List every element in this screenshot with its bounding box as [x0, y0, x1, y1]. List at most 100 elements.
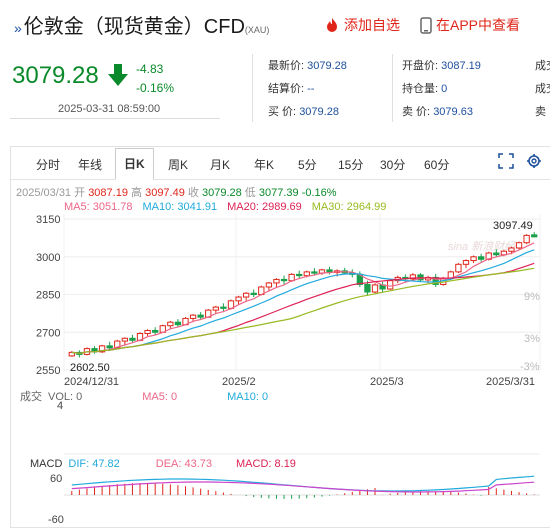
candle-body	[493, 252, 500, 256]
change-percent: -0.16%	[136, 81, 175, 95]
y-tick-label: 2850	[36, 290, 60, 302]
kline-info-row: 2025/03/31 开 3087.19 高 3097.49 收 3079.28…	[16, 187, 337, 199]
candle-body	[265, 282, 273, 288]
phone-icon	[420, 16, 432, 34]
instrument-symbol: (XAU)	[244, 25, 270, 35]
candle-body	[515, 242, 523, 249]
volume-legend-row: 成交 VOL: 0 MA5: 0 MA10: 0	[20, 391, 269, 403]
quote-field-bid: 买 价: 3079.28	[268, 106, 339, 118]
y-tick-label: 3000	[36, 252, 60, 264]
ma20-label: MA20: 2989.69	[227, 201, 302, 213]
candle-body	[409, 274, 417, 280]
candle-body	[98, 345, 106, 353]
quote-field-open: 开盘价: 3087.19	[402, 60, 481, 72]
candle-body	[242, 292, 250, 298]
macd-legend-row: MACD DIF: 47.82 DEA: 43.73 MACD: 8.19	[30, 458, 296, 470]
tab-4[interactable]: 月K	[210, 158, 231, 172]
candle-body	[152, 329, 159, 333]
divider	[10, 118, 220, 119]
candle-body	[303, 271, 310, 277]
settings-icon[interactable]	[526, 153, 542, 174]
min-price-label: 2602.50	[70, 362, 110, 374]
candle-body	[106, 345, 113, 349]
tab-6[interactable]: 5分	[298, 158, 317, 172]
watermark: sina 新浪财经	[448, 240, 516, 253]
ma-legend-row: MA5: 3051.78 MA10: 3041.91 MA20: 2989.69 MA…	[64, 201, 386, 213]
candle-body	[364, 283, 371, 293]
breadcrumb-arrows-icon: »	[14, 20, 22, 36]
pct-tick-label: 3%	[524, 333, 540, 345]
candle-body	[235, 296, 242, 302]
max-price-label: 3097.49	[493, 220, 533, 232]
price-change: -4.83 -0.16%	[136, 60, 174, 98]
x-tick-label: 2025/3	[370, 376, 404, 388]
macd-tick-top: 60	[50, 473, 63, 485]
tab-2[interactable]: 日K	[115, 148, 154, 180]
candle-body	[470, 256, 477, 262]
candle-body	[508, 247, 515, 252]
fullscreen-icon[interactable]	[498, 153, 514, 174]
ma5-line	[71, 242, 535, 355]
tab-1[interactable]: 年线	[78, 158, 103, 172]
pct-tick-label: 9%	[524, 291, 540, 303]
instrument-title: 伦敦金（现货黄金）CFD	[23, 16, 245, 38]
add-favorite-label: 添加自选	[344, 17, 400, 33]
y-tick-label: 2550	[36, 365, 60, 377]
quote-field-last: 最新价: 3079.28	[268, 60, 347, 72]
candle-body	[167, 321, 174, 327]
quote-field-ask-volume: 卖	[535, 106, 546, 118]
page-title: » 伦敦金（现货黄金）CFD(XAU)	[14, 10, 269, 39]
quote-field-volume: 成交	[535, 60, 550, 72]
candle-body	[250, 292, 257, 296]
candle-body	[531, 234, 538, 238]
last-price: 3079.28	[12, 62, 99, 89]
tab-5[interactable]: 年K	[254, 158, 275, 172]
tab-3[interactable]: 周K	[168, 158, 189, 172]
candle-body	[129, 337, 136, 341]
candle-body	[114, 340, 121, 349]
divider	[392, 54, 393, 122]
candle-body	[296, 273, 303, 277]
candle-body	[144, 329, 151, 335]
candle-body	[371, 284, 379, 293]
ma30-line	[71, 267, 535, 355]
candle-body	[174, 321, 182, 326]
quote-field-ask: 卖 价: 3079.63	[402, 106, 473, 118]
x-tick-label: 2024/12/31	[64, 376, 119, 388]
y-tick-label: 3150	[36, 214, 60, 226]
period-tab-bar	[11, 147, 550, 180]
macd-tick-bottom: -60	[48, 514, 64, 526]
add-favorite-button[interactable]: 添加自选	[324, 15, 400, 35]
quote-field-settle: 结算价: --	[268, 83, 315, 95]
quote-field-open-interest: 持仓量: 0	[402, 83, 448, 95]
x-tick-label: 2025/2	[222, 376, 256, 388]
tab-9[interactable]: 60分	[424, 158, 450, 172]
ma10-label: MA10: 3041.91	[142, 201, 218, 213]
down-arrow-icon	[108, 64, 128, 86]
pct-tick-label: -3%	[520, 361, 540, 373]
candle-body	[220, 306, 227, 309]
tab-0[interactable]: 分时	[36, 158, 61, 172]
candle-body	[121, 337, 129, 342]
candle-body	[197, 314, 204, 318]
flame-icon	[327, 18, 337, 32]
view-in-app-button[interactable]: 在APP中查看	[420, 15, 520, 35]
tab-7[interactable]: 15分	[338, 158, 364, 172]
candle-body	[387, 280, 394, 290]
candle-body	[523, 234, 530, 244]
quote-field-turnover: 成交	[535, 83, 550, 95]
macd-dea-line	[71, 481, 535, 493]
divider	[252, 54, 253, 122]
ma5-label: MA5: 3051.78	[64, 201, 133, 213]
candle-body	[280, 278, 288, 282]
tab-8[interactable]: 30分	[380, 158, 406, 172]
y-tick-label: 2700	[36, 327, 60, 339]
candle-body	[273, 278, 280, 284]
x-tick-label: 2025/3/31	[486, 376, 535, 388]
candle-body	[68, 351, 75, 357]
view-in-app-label: 在APP中查看	[436, 17, 521, 33]
candle-body	[462, 260, 470, 265]
volume-scale-label: 4	[57, 400, 64, 412]
candle-body	[311, 271, 318, 274]
